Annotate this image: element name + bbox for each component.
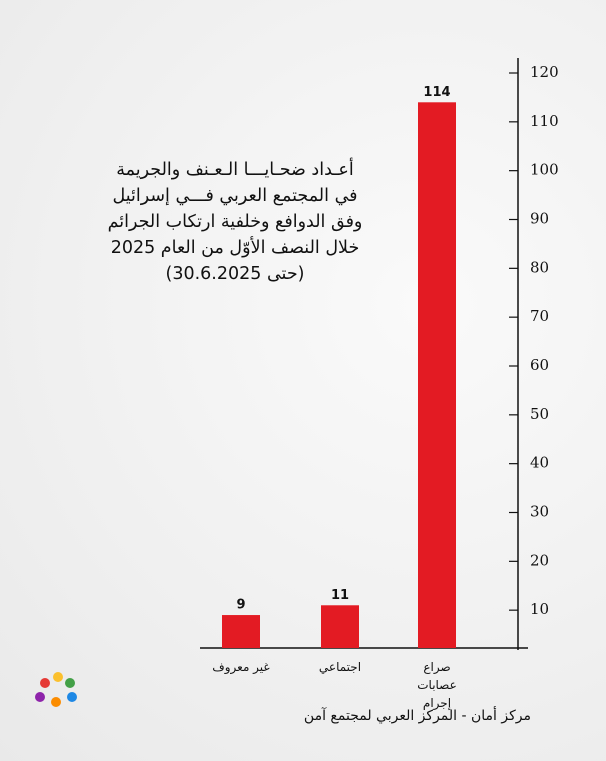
x-tick-label: غير معروف: [212, 660, 270, 674]
y-tick-label: 50: [530, 405, 549, 423]
y-tick-label: 120: [530, 63, 559, 81]
chart-title: أعـداد ضحـايـــا الـعـنف والجريمة في المج…: [60, 157, 410, 287]
bar: [222, 615, 260, 648]
y-tick-label: 100: [530, 161, 559, 179]
y-tick-label: 10: [530, 600, 549, 618]
bar: [321, 605, 359, 648]
y-tick-label: 70: [530, 307, 549, 325]
value-label: 11: [331, 588, 349, 603]
title-line: أعـداد ضحـايـــا الـعـنف والجريمة: [116, 160, 354, 180]
title-line: (حتى 30.6.2025): [165, 264, 305, 284]
bar: [418, 102, 456, 649]
y-tick-label: 20: [530, 551, 549, 569]
y-tick-label: 60: [530, 356, 549, 374]
title-line: في المجتمع العربي فـــي إسرائيل: [112, 186, 358, 206]
y-tick-label: 40: [530, 454, 549, 472]
y-tick-label: 30: [530, 503, 549, 521]
title-line: خلال النصف الأوّل من العام 2025: [110, 238, 360, 258]
logo: [35, 672, 77, 707]
y-tick-label: 80: [530, 258, 549, 276]
source: مركز أمان - المركز العربي لمجتمع آمن: [303, 708, 531, 724]
y-tick-label: 110: [530, 112, 559, 130]
value-label: 9: [236, 598, 245, 613]
x-tick-label: اجتماعي: [318, 660, 362, 674]
y-tick-label: 90: [530, 210, 549, 228]
title-line: وفق الدوافع وخلفية ارتكاب الجرائم: [107, 212, 363, 232]
x-tick-label: صراع عصابات إجرام: [417, 660, 457, 710]
value-label: 114: [423, 85, 450, 100]
